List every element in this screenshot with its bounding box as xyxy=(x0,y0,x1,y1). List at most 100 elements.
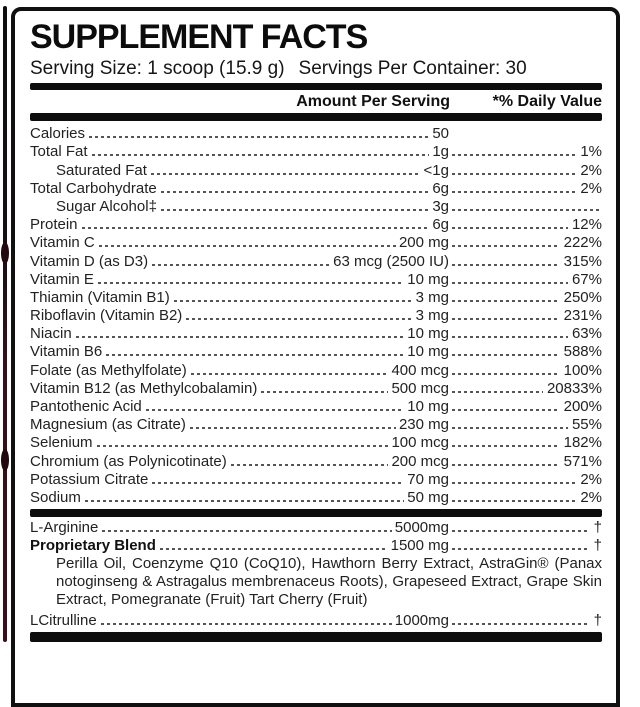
nutrient-amount: 1500 mg xyxy=(390,537,449,555)
dot-leader xyxy=(152,263,331,266)
daily-value: 1% xyxy=(580,143,602,161)
divider-bar xyxy=(30,83,602,90)
nutrient-name: Chromium (as Polynicotinate) xyxy=(30,452,227,470)
dot-leader xyxy=(452,548,590,551)
nutrient-amount: 200 mg xyxy=(398,234,449,252)
nutrient-name: LCitrulline xyxy=(30,611,97,629)
nutrient-amount: 500 mcg xyxy=(391,379,449,397)
label-edge-notch xyxy=(1,242,9,264)
daily-value-cell: 1% xyxy=(450,143,602,160)
nutrient-name: Total Fat xyxy=(30,143,88,161)
nutrient-name: Protein xyxy=(30,216,78,234)
nutrient-amount: 3 mg xyxy=(415,288,449,306)
dot-leader xyxy=(173,299,413,302)
dot-leader xyxy=(452,499,577,502)
daily-value: 315% xyxy=(563,252,602,270)
daily-value: † xyxy=(593,518,602,536)
daily-value: † xyxy=(593,537,602,555)
nutrient-name: Niacin xyxy=(30,325,72,343)
nutrient-name: Vitamin D (as D3) xyxy=(30,252,149,270)
nutrient-amount: 63 mcg (2500 IU) xyxy=(333,252,449,270)
daily-value-cell: 55% xyxy=(450,416,602,433)
nutrient-amount: 3 mg xyxy=(415,307,449,325)
dot-leader xyxy=(98,245,396,248)
dot-leader xyxy=(89,136,430,139)
nutrient-row: Folate (as Methylfolate) 400 mcg 100% xyxy=(30,360,602,379)
daily-value: 63% xyxy=(571,325,602,343)
dot-leader xyxy=(84,499,405,502)
extra-rows: L-Arginine 5000mg † Proprietary Blend 1500 m… xyxy=(30,517,602,629)
nutrient-row: Pantothenic Acid 10 mg 200% xyxy=(30,397,602,415)
nutrient-row: L-Arginine 5000mg † xyxy=(30,517,602,536)
daily-value-cell: 182% xyxy=(450,434,602,451)
nutrient-name: Folate (as Methylfolate) xyxy=(30,361,187,379)
dot-leader xyxy=(190,372,389,375)
dot-leader xyxy=(452,227,568,230)
nutrient-rows: Calories 50 Total Fat 1g 1% Saturated Fat <1g 2… xyxy=(30,124,602,506)
dot-leader xyxy=(160,208,430,211)
nutrient-name: Calories xyxy=(30,125,86,143)
daily-value-cell: 571% xyxy=(450,453,602,470)
daily-value: 231% xyxy=(563,307,602,325)
nutrient-amount: 6g xyxy=(432,179,449,197)
dot-leader xyxy=(152,481,405,484)
nutrient-row: Sodium 50 mg 2% xyxy=(30,488,602,506)
dot-leader xyxy=(261,390,389,393)
daily-value: 12% xyxy=(571,216,602,234)
dot-leader xyxy=(452,445,560,448)
nutrient-amount: 200 mcg xyxy=(391,452,449,470)
column-header-row: Amount Per Serving *% Daily Value xyxy=(30,92,602,111)
panel-title: SUPPLEMENT FACTS xyxy=(30,18,368,56)
nutrient-name: Magnesium (as Citrate) xyxy=(30,416,186,434)
daily-value-cell: 20833% xyxy=(450,380,602,397)
nutrient-amount: <1g xyxy=(423,161,449,179)
dot-leader xyxy=(230,463,389,466)
daily-value: 2% xyxy=(580,179,602,197)
daily-value-cell: 200% xyxy=(450,398,602,415)
nutrient-row: Sugar Alcohol‡ 3g xyxy=(30,197,602,215)
nutrient-row: Calories 50 xyxy=(30,124,602,142)
dot-leader xyxy=(100,622,392,625)
nutrient-name: Total Carbohydrate xyxy=(30,179,157,197)
nutrient-amount: 1000mg xyxy=(394,611,449,629)
nutrient-name: Vitamin E xyxy=(30,270,94,288)
nutrient-row: LCitrulline 1000mg † xyxy=(30,610,602,629)
dot-leader xyxy=(159,548,388,551)
nutrient-name: Vitamin C xyxy=(30,234,95,252)
nutrient-amount: 10 mg xyxy=(407,398,449,415)
nutrient-name: L-Arginine xyxy=(30,518,99,536)
nutrient-row: Vitamin D (as D3) 63 mcg (2500 IU) 315% xyxy=(30,251,602,270)
daily-value: 222% xyxy=(563,234,602,252)
dot-leader xyxy=(452,281,568,284)
nutrient-amount: 50 mg xyxy=(407,488,449,506)
daily-value-cell: † xyxy=(450,537,602,554)
daily-value: 588% xyxy=(563,343,602,361)
daily-value: 100% xyxy=(563,361,602,379)
daily-value-cell: 2% xyxy=(450,471,602,488)
dot-leader xyxy=(160,190,430,193)
daily-value: 2% xyxy=(580,161,602,179)
nutrient-row: Vitamin B6 10 mg 588% xyxy=(30,342,602,360)
dot-leader xyxy=(452,481,577,484)
daily-value: 2% xyxy=(580,488,602,506)
nutrient-name: Potassium Citrate xyxy=(30,470,149,488)
nutrient-row: Chromium (as Polynicotinate) 200 mcg 571% xyxy=(30,451,602,470)
nutrient-amount: 3g xyxy=(432,197,449,215)
dot-leader xyxy=(452,318,560,321)
dot-leader xyxy=(75,336,405,339)
nutrient-row: Proprietary Blend 1500 mg † xyxy=(30,536,602,555)
nutrient-name: Proprietary Blend xyxy=(30,537,156,555)
nutrient-name: Vitamin B12 (as Methylcobalamin) xyxy=(30,379,258,397)
nutrient-name: Sugar Alcohol‡ xyxy=(56,197,157,215)
nutrient-row: Total Carbohydrate 6g 2% xyxy=(30,179,602,197)
daily-value: † xyxy=(593,611,602,629)
dot-leader xyxy=(145,409,405,411)
dot-leader xyxy=(452,172,577,175)
daily-value-cell: 63% xyxy=(450,325,602,342)
nutrient-row: Saturated Fat <1g 2% xyxy=(30,160,602,179)
amount-column-header: Amount Per Serving xyxy=(296,93,450,110)
blend-description: Perilla Oil, Coenzyme Q10 (CoQ10), Hawth… xyxy=(56,555,602,609)
dot-leader xyxy=(452,208,600,211)
daily-value: 20833% xyxy=(546,379,602,397)
nutrient-name: Sodium xyxy=(30,488,81,506)
